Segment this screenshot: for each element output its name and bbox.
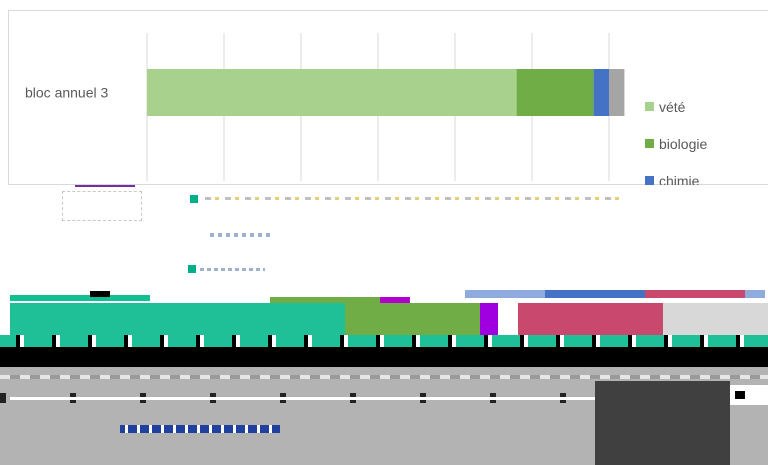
bar-segment-remainder bbox=[609, 69, 625, 116]
corrupted-region bbox=[0, 185, 768, 465]
legend-swatch-chimie bbox=[645, 176, 654, 185]
legend-item: chimie bbox=[645, 162, 755, 199]
legend-swatch-biologie bbox=[645, 139, 654, 148]
bar-segment-vete bbox=[147, 69, 517, 116]
legend-item: vété bbox=[645, 88, 755, 125]
category-label: bloc annuel 3 bbox=[25, 85, 109, 101]
bar-chart: bloc annuel 3 bbox=[25, 33, 625, 181]
bar-segment-chimie bbox=[593, 69, 609, 116]
legend-swatch-vete bbox=[645, 102, 654, 111]
chart-area: bloc annuel 3 bbox=[8, 10, 768, 185]
legend-label-vete: vété bbox=[659, 98, 686, 115]
legend-item: biologie bbox=[645, 125, 755, 162]
category-labels: bloc annuel 3 bbox=[25, 85, 109, 101]
legend-label-biologie: biologie bbox=[659, 135, 708, 152]
legend-label-chimie: chimie bbox=[659, 172, 700, 189]
bars bbox=[147, 69, 625, 116]
legend: vété biologie chimie bbox=[645, 88, 755, 199]
bar-segment-biologie bbox=[516, 69, 594, 116]
